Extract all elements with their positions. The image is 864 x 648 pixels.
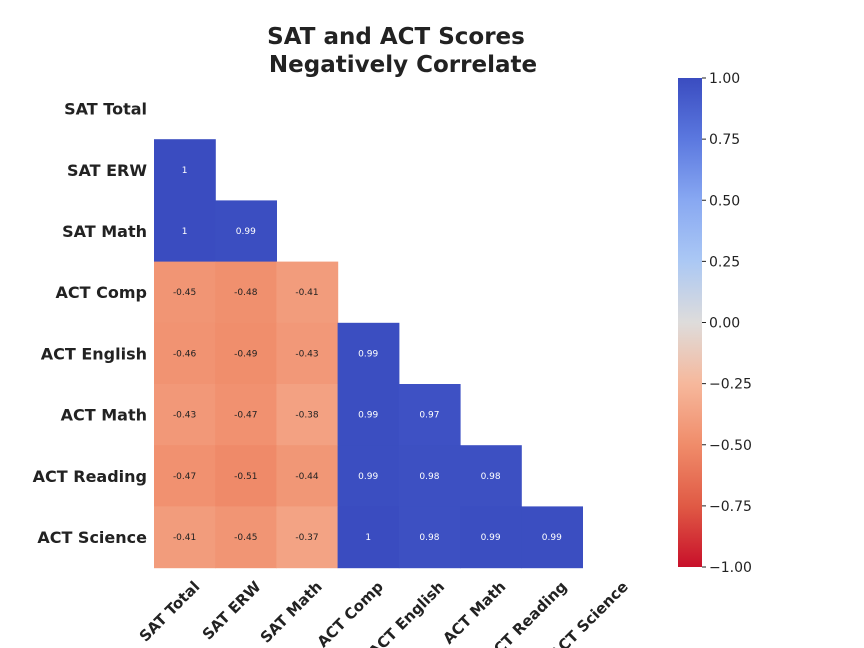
cell-value-label: -0.45 <box>173 288 196 298</box>
cell-value-label: 0.99 <box>236 227 256 237</box>
colorbar-gradient <box>678 78 702 567</box>
heatmap-cell <box>460 506 522 569</box>
cell-value-label: 0.99 <box>542 533 562 543</box>
cell-value-label: -0.45 <box>234 533 257 543</box>
cell-value-label: 0.98 <box>419 472 439 482</box>
colorbar-tick-label: −0.75 <box>709 499 752 515</box>
heatmap-cells <box>154 139 583 569</box>
x-tick-label: SAT ERW <box>199 577 265 643</box>
heatmap-cell <box>460 445 522 507</box>
cell-value-label: 0.99 <box>481 533 501 543</box>
heatmap-cell <box>154 384 216 446</box>
cell-value-label: 1 <box>365 533 371 543</box>
heatmap-cell <box>154 139 216 201</box>
cell-value-label: 0.98 <box>419 533 439 543</box>
y-tick-label: ACT English <box>41 344 147 363</box>
cell-value-label: -0.38 <box>295 411 319 421</box>
cell-value-label: -0.41 <box>173 533 196 543</box>
colorbar-tick-label: −1.00 <box>709 560 752 576</box>
colorbar-tick-label: −0.50 <box>709 438 752 454</box>
colorbar-tick-label: −0.25 <box>709 377 752 393</box>
y-tick-label: ACT Comp <box>56 283 147 302</box>
heatmap-cell <box>154 445 216 507</box>
heatmap-cell <box>215 506 277 569</box>
x-tick-label: SAT Total <box>136 578 204 646</box>
heatmap-cell <box>398 445 461 507</box>
y-tick-label: ACT Science <box>37 528 147 547</box>
cell-value-label: 0.99 <box>358 349 378 359</box>
y-tick-label: SAT ERW <box>67 161 147 180</box>
y-tick-label: ACT Math <box>61 406 147 425</box>
heatmap-cell <box>215 261 277 324</box>
cell-value-label: -0.47 <box>173 472 196 482</box>
heatmap-cell <box>154 506 216 569</box>
heatmap-cell <box>521 506 583 569</box>
chart-title-line-1: SAT and ACT Scores <box>267 24 525 50</box>
heatmap-cell <box>215 445 277 507</box>
cell-value-label: 0.97 <box>419 411 439 421</box>
colorbar-tick-label: 0.00 <box>709 316 740 332</box>
heatmap-cell <box>276 261 339 324</box>
heatmap-cell <box>215 322 277 385</box>
heatmap-cell-labels: 1 1 0.99 -0.45 -0.48 -0.41 -0.46 -0.49 -0.43 0.99… <box>173 166 562 543</box>
heatmap-cell <box>276 322 339 385</box>
heatmap-cell <box>337 506 400 569</box>
heatmap-cell <box>215 200 277 263</box>
heatmap-cell <box>276 506 339 569</box>
cell-value-label: 0.98 <box>481 472 501 482</box>
colorbar-tick-label: 0.50 <box>709 193 740 209</box>
heatmap-cell <box>154 261 216 324</box>
heatmap-cell <box>398 506 461 569</box>
heatmap-cell <box>154 322 216 385</box>
cell-value-label: -0.41 <box>295 288 318 298</box>
cell-value-label: -0.37 <box>295 533 318 543</box>
y-tick-label: SAT Total <box>64 100 147 119</box>
cell-value-label: -0.51 <box>234 472 257 482</box>
cell-value-label: 0.99 <box>358 472 378 482</box>
heatmap-cell <box>398 384 461 446</box>
cell-value-label: -0.47 <box>234 411 257 421</box>
y-axis-tick-labels: SAT Total SAT ERW SAT Math ACT Comp ACT Engl… <box>33 100 148 547</box>
y-tick-label: SAT Math <box>62 222 147 241</box>
colorbar-tick-label: 0.25 <box>709 254 740 270</box>
cell-value-label: 0.99 <box>358 411 378 421</box>
chart-title: SAT and ACT Scores Negatively Correlate <box>267 24 537 78</box>
chart-title-line-2: Negatively Correlate <box>269 52 537 78</box>
y-tick-label: ACT Reading <box>33 467 147 486</box>
heatmap-cell <box>276 384 339 446</box>
heatmap-cell <box>154 200 216 263</box>
cell-value-label: -0.44 <box>295 472 319 482</box>
heatmap-cell <box>337 384 400 446</box>
colorbar-tick-label: 1.00 <box>709 71 740 87</box>
heatmap-cell <box>337 445 400 507</box>
cell-value-label: -0.43 <box>295 349 318 359</box>
cell-value-label: -0.46 <box>173 349 197 359</box>
cell-value-label: -0.49 <box>234 349 258 359</box>
colorbar-tick-label: 0.75 <box>709 132 740 148</box>
cell-value-label: 1 <box>182 166 188 176</box>
heatmap-cell <box>215 384 277 446</box>
colorbar <box>678 78 702 567</box>
heatmap-cell <box>276 445 339 507</box>
cell-value-label: -0.43 <box>173 411 196 421</box>
cell-value-label: 1 <box>182 227 188 237</box>
cell-value-label: -0.48 <box>234 288 258 298</box>
heatmap-cell <box>337 322 400 385</box>
colorbar-ticks: 1.00 0.75 0.50 0.25 0.00 −0.25 −0.50 −0.75 −1.00 <box>702 71 752 576</box>
